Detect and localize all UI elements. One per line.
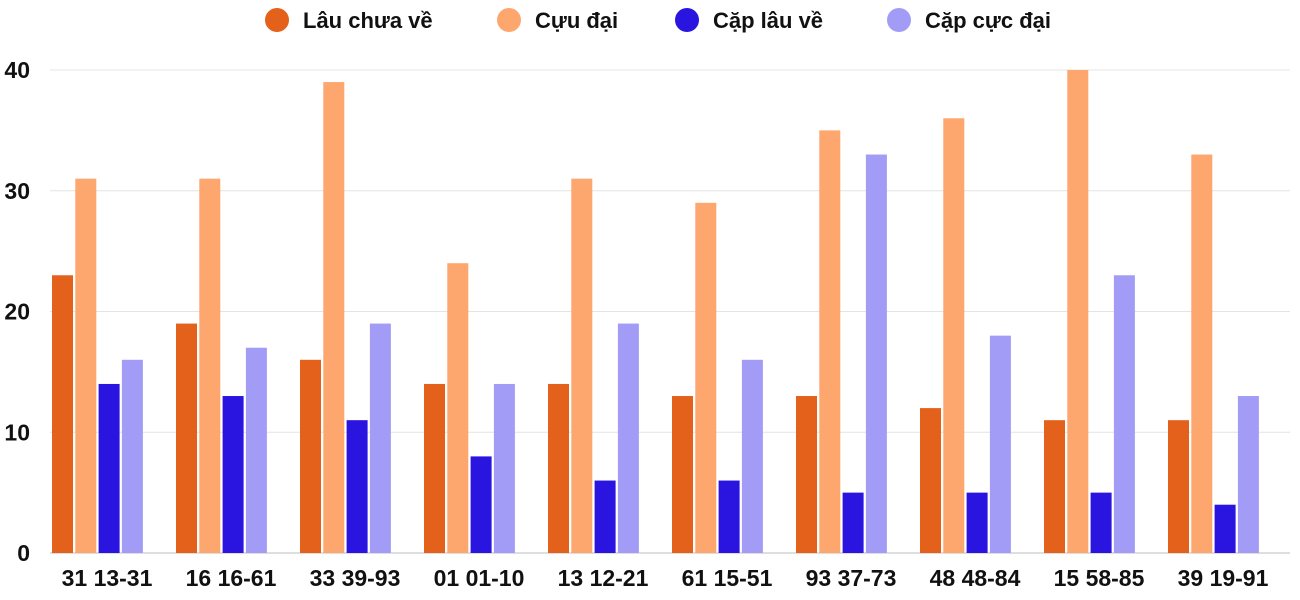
bar-4-7 — [865, 154, 887, 553]
bar-1-7 — [796, 396, 817, 553]
bar-2-8 — [943, 118, 965, 554]
bar-4-9 — [1113, 275, 1135, 553]
bar-3-5 — [594, 480, 616, 553]
legend-marker-3 — [675, 8, 699, 32]
bar-1-6 — [672, 396, 693, 553]
bar-1-8 — [920, 408, 941, 553]
bar-1-4 — [424, 383, 445, 553]
bar-2-5 — [571, 178, 593, 554]
bar-1-2 — [176, 323, 197, 553]
bar-4-6 — [741, 359, 763, 553]
bar-4-10 — [1237, 396, 1259, 553]
bar-2-1 — [75, 178, 97, 554]
bar-2-4 — [447, 263, 469, 553]
bar-2-2 — [199, 178, 221, 554]
bar-1-3 — [300, 359, 321, 553]
bar-1-5 — [548, 383, 569, 553]
bar-3-7 — [842, 492, 864, 553]
x-tick-label: 15 58-85 — [1054, 565, 1145, 591]
y-tick-label: 30 — [4, 178, 30, 204]
bar-2-9 — [1067, 70, 1089, 553]
legend-label-4: Cặp cực đại — [925, 8, 1051, 33]
x-tick-label: 61 15-51 — [682, 565, 773, 591]
legend-label-2: Cựu đại — [535, 8, 618, 33]
legend-marker-1 — [265, 8, 289, 32]
bar-2-7 — [819, 130, 841, 553]
y-tick-label: 10 — [4, 419, 30, 445]
x-tick-label: 31 13-31 — [62, 565, 153, 591]
legend-label-3: Cặp lâu về — [713, 8, 823, 33]
x-tick-label: 13 12-21 — [558, 565, 649, 591]
bar-2-10 — [1191, 154, 1213, 553]
x-tick-label: 39 19-91 — [1178, 565, 1269, 591]
x-tick-label: 16 16-61 — [186, 565, 277, 591]
bar-3-6 — [718, 480, 740, 553]
x-tick-label: 33 39-93 — [310, 565, 401, 591]
legend: Lâu chưa về Cựu đại Cặp lâu về Cặp cực đại — [265, 8, 1051, 33]
bar-3-1 — [98, 383, 120, 553]
legend-marker-2 — [497, 8, 521, 32]
x-tick-label: 01 01-10 — [434, 565, 525, 591]
y-tick-label: 20 — [4, 299, 30, 325]
bar-4-2 — [245, 347, 267, 553]
y-tick-label: 0 — [17, 540, 30, 566]
x-tick-label: 93 37-73 — [806, 565, 897, 591]
bar-3-4 — [470, 456, 492, 553]
bar-3-2 — [222, 396, 244, 553]
x-tick-label: 48 48-84 — [930, 565, 1021, 591]
bar-2-3 — [323, 82, 345, 553]
legend-label-1: Lâu chưa về — [303, 8, 433, 33]
x-axis: 31 13-31 16 16-61 33 39-93 01 01-10 13 12-21… — [62, 565, 1269, 591]
bar-3-10 — [1214, 504, 1236, 553]
y-axis: 0 10 20 30 40 — [4, 57, 30, 566]
bar-1-1 — [52, 275, 73, 553]
bar-3-8 — [966, 492, 988, 553]
bar-1-9 — [1044, 420, 1065, 553]
bars — [52, 70, 1259, 554]
bar-4-3 — [369, 323, 391, 553]
bar-3-3 — [346, 420, 368, 553]
bar-4-1 — [121, 359, 143, 553]
bar-4-4 — [493, 383, 515, 553]
bar-3-9 — [1090, 492, 1112, 553]
bar-4-5 — [617, 323, 639, 553]
bar-4-8 — [989, 335, 1011, 553]
bar-2-6 — [695, 202, 717, 553]
bar-1-10 — [1168, 420, 1189, 553]
legend-marker-4 — [887, 8, 911, 32]
y-tick-label: 40 — [4, 57, 30, 83]
